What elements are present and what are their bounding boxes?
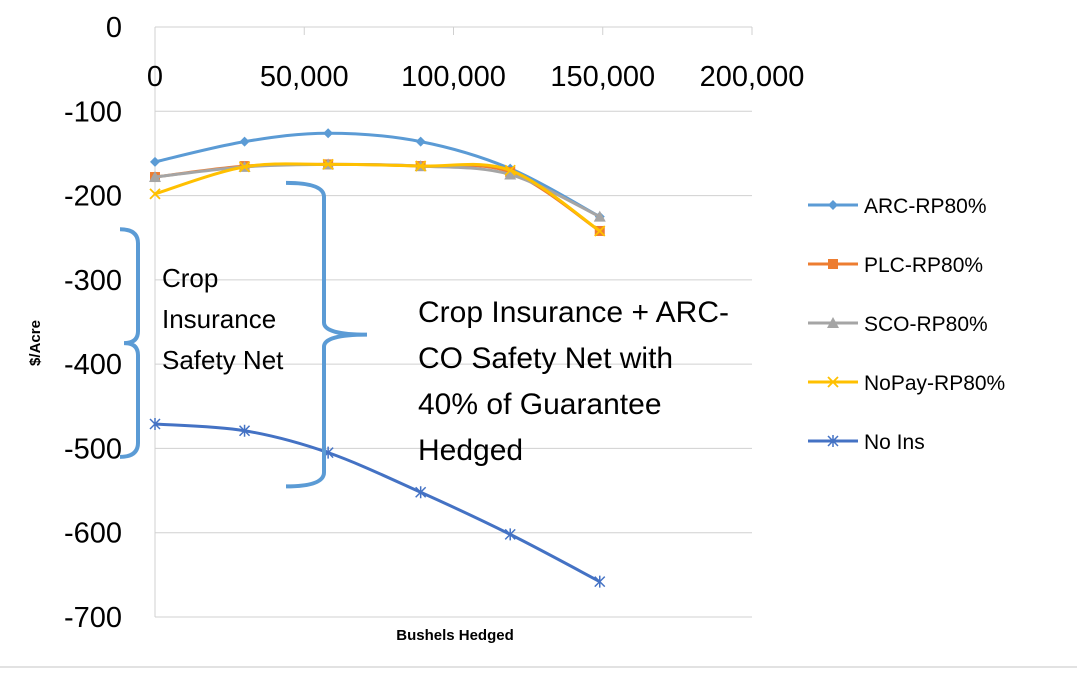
annotation-crop-insurance-line: Crop — [162, 263, 218, 293]
x-tick-label: 50,000 — [260, 61, 349, 93]
data-point — [415, 136, 426, 147]
legend-label: NoPay-RP80% — [864, 372, 1005, 395]
data-point — [323, 128, 334, 139]
data-point — [504, 168, 517, 180]
data-point — [415, 160, 427, 172]
annotation-crop-insurance-line: Insurance — [162, 304, 276, 334]
x-tick-label: 150,000 — [550, 61, 655, 93]
annotation-arc-co-line: CO Safety Net with — [418, 342, 673, 375]
series-no-ins — [149, 417, 606, 588]
brace-arc-co — [285, 180, 368, 489]
series-line-arc-rp80 — [154, 131, 601, 218]
x-tick-label: 200,000 — [700, 61, 805, 93]
legend-label: PLC-RP80% — [864, 254, 983, 277]
annotations: Crop Insurance Safety Net Crop Insurance + … — [119, 180, 729, 489]
y-tick-label: 0 — [106, 12, 122, 44]
legend-marker — [827, 435, 839, 447]
data-point — [149, 171, 161, 183]
y-tick-label: -600 — [64, 518, 122, 550]
legend-item-plc-rp80: PLC-RP80% — [808, 254, 983, 277]
x-tick-label: 100,000 — [401, 61, 506, 93]
data-point — [322, 158, 334, 171]
legend-label: No Ins — [864, 431, 925, 454]
series-line-no-ins — [154, 422, 601, 583]
x-tick-label: 0 — [147, 61, 163, 93]
series-nopay-rp80 — [149, 158, 606, 237]
series-group — [149, 128, 606, 588]
y-tick-label: -200 — [64, 181, 122, 213]
legend-label: ARC-RP80% — [864, 195, 987, 218]
axes — [154, 27, 753, 617]
y-tick-label: -700 — [64, 602, 122, 634]
series-line-plc-rp80 — [154, 162, 601, 233]
y-tick-label: -100 — [64, 96, 122, 128]
legend-label: SCO-RP80% — [864, 313, 988, 336]
data-point — [239, 424, 251, 437]
x-axis-ticks: 0 50,000 100,000 150,000 200,000 — [147, 61, 804, 93]
data-point — [415, 486, 427, 499]
legend-item-nopay-rp80: NoPay-RP80% — [808, 372, 1005, 395]
data-point — [238, 161, 251, 173]
data-point — [594, 225, 606, 237]
annotation-arc-co-line: 40% of Guarantee — [418, 388, 662, 421]
series-arc-rp80 — [150, 128, 605, 222]
y-axis-ticks: 0 -100 -200 -300 -400 -500 -600 -700 — [64, 12, 122, 634]
annotation-arc-co-line: Hedged — [418, 434, 523, 467]
brace-crop-insurance — [119, 227, 140, 459]
data-point — [149, 188, 161, 200]
legend-marker — [827, 317, 839, 328]
data-point — [504, 164, 516, 176]
y-tick-label: -400 — [64, 349, 122, 381]
data-point — [239, 136, 250, 147]
legend-marker — [827, 376, 839, 388]
y-axis-title: $/Acre — [27, 320, 44, 366]
legend-item-no-ins: No Ins — [808, 431, 925, 454]
data-point — [504, 528, 516, 541]
legend-item-sco-rp80: SCO-RP80% — [808, 313, 988, 336]
gridlines — [155, 26, 752, 618]
data-point — [150, 156, 160, 167]
y-tick-label: -300 — [64, 265, 122, 297]
data-point — [593, 210, 606, 222]
x-axis-title: Bushels Hedged — [396, 627, 514, 644]
legend-marker — [828, 259, 838, 269]
legend-marker — [828, 200, 838, 210]
y-tick-label: -500 — [64, 433, 122, 465]
data-point — [149, 417, 161, 430]
legend: ARC-RP80% PLC-RP80% SCO-RP80% NoPay-RP80% No… — [808, 195, 1005, 454]
series-line-nopay-rp80 — [154, 162, 601, 233]
annotation-arc-co-line: Crop Insurance + ARC- — [418, 296, 729, 329]
annotation-crop-insurance-line: Safety Net — [162, 345, 284, 375]
legend-item-arc-rp80: ARC-RP80% — [808, 195, 987, 218]
data-point — [594, 575, 606, 588]
